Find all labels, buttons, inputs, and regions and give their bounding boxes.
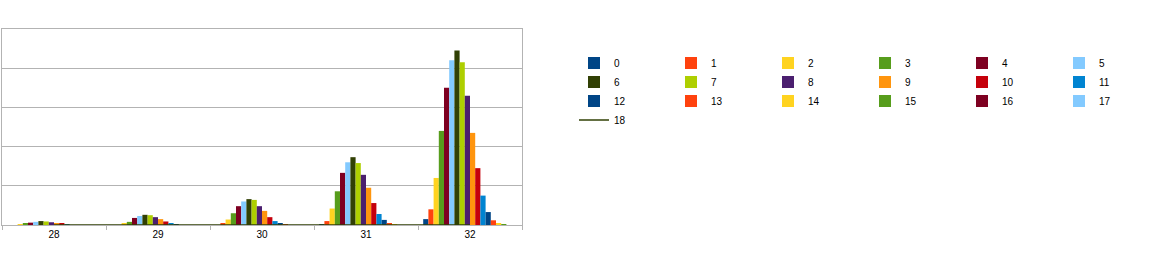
svg-text:17: 17 xyxy=(1099,96,1111,107)
svg-text:6: 6 xyxy=(614,77,620,88)
svg-text:14: 14 xyxy=(808,96,820,107)
svg-text:5: 5 xyxy=(1099,58,1105,69)
svg-text:9: 9 xyxy=(905,77,911,88)
svg-text:31: 31 xyxy=(360,229,372,240)
svg-text:1: 1 xyxy=(711,58,717,69)
svg-text:29: 29 xyxy=(152,229,164,240)
svg-text:7: 7 xyxy=(711,77,717,88)
svg-text:30: 30 xyxy=(256,229,268,240)
svg-text:18: 18 xyxy=(614,115,626,126)
svg-text:3: 3 xyxy=(905,58,911,69)
svg-text:28: 28 xyxy=(48,229,60,240)
svg-text:4: 4 xyxy=(1002,58,1008,69)
svg-text:12: 12 xyxy=(614,96,626,107)
svg-text:8: 8 xyxy=(808,77,814,88)
svg-text:15: 15 xyxy=(905,96,917,107)
svg-text:11: 11 xyxy=(1099,77,1110,88)
svg-text:32: 32 xyxy=(464,229,476,240)
svg-text:0: 0 xyxy=(614,58,620,69)
svg-text:13: 13 xyxy=(711,96,723,107)
svg-text:10: 10 xyxy=(1002,77,1014,88)
svg-text:2: 2 xyxy=(808,58,814,69)
svg-text:16: 16 xyxy=(1002,96,1014,107)
